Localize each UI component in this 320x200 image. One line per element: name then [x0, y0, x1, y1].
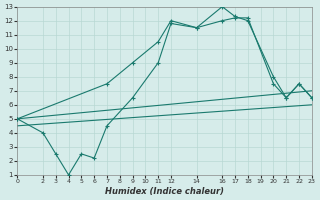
- X-axis label: Humidex (Indice chaleur): Humidex (Indice chaleur): [105, 187, 224, 196]
